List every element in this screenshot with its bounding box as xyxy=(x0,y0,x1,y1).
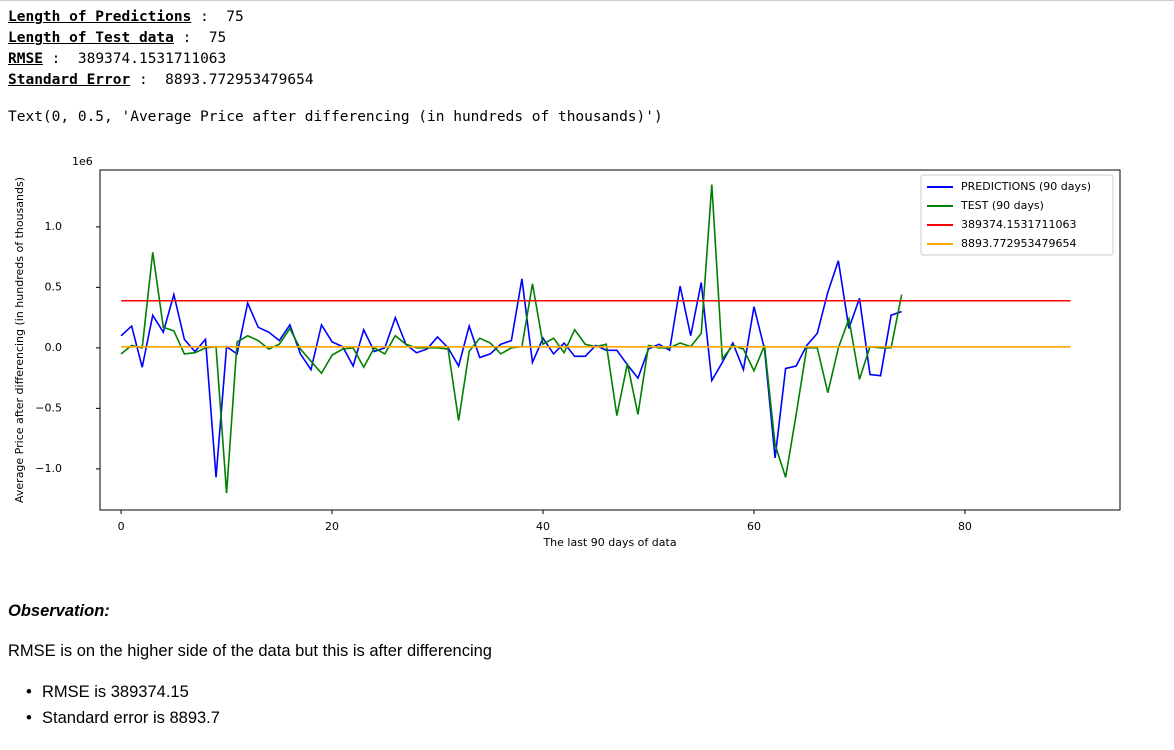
legend-label: 8893.772953479654 xyxy=(961,237,1076,250)
y-tick-label: −1.0 xyxy=(35,462,62,475)
stdout-line: Standard Error : 8893.772953479654 xyxy=(8,72,314,88)
stdout-line: Length of Predictions : 75 xyxy=(8,9,244,25)
x-tick-label: 40 xyxy=(536,520,550,533)
x-tick-label: 20 xyxy=(325,520,339,533)
axes-frame xyxy=(99,169,1121,511)
legend-label: TEST (90 days) xyxy=(960,199,1044,212)
label: Standard Error xyxy=(8,72,131,88)
series-line xyxy=(120,260,902,478)
top-border xyxy=(0,0,1174,1)
repr-output: Text(0, 0.5, 'Average Price after differ… xyxy=(8,109,663,125)
y-tick-label: 0.5 xyxy=(45,280,63,293)
y-tick-label: −0.5 xyxy=(35,401,62,414)
y-offset-label: 1e6 xyxy=(72,155,93,168)
x-tick-label: 0 xyxy=(118,520,125,533)
bullet-text: Standard error is 8893.7 xyxy=(42,709,220,727)
value: 75 xyxy=(226,9,244,25)
sep: : xyxy=(182,30,192,46)
legend-box xyxy=(920,174,1114,256)
y-axis-label: Average Price after differencing (in hun… xyxy=(13,177,26,503)
x-tick-label: 60 xyxy=(747,520,761,533)
md-paragraph: RMSE is on the higher side of the data b… xyxy=(8,642,492,660)
stdout-line: Length of Test data : 75 xyxy=(8,30,226,46)
sep: : xyxy=(138,72,148,88)
md-heading: Observation: xyxy=(8,602,110,620)
stdout-line: RMSE : 389374.1531711063 xyxy=(8,51,226,67)
x-tick-label: 80 xyxy=(958,520,972,533)
y-tick-label: 1.0 xyxy=(45,220,63,233)
x-axis-label: The last 90 days of data xyxy=(542,536,676,549)
value: 8893.772953479654 xyxy=(165,72,314,88)
value: 75 xyxy=(208,30,227,46)
legend-label: 389374.1531711063 xyxy=(961,218,1076,231)
series-line xyxy=(120,184,903,494)
legend-label: PREDICTIONS (90 days) xyxy=(961,180,1091,193)
label: Length of Predictions xyxy=(8,9,192,25)
label: RMSE xyxy=(8,51,43,67)
label: Length of Test data xyxy=(8,30,174,46)
y-tick-label: 0.0 xyxy=(45,341,63,354)
sep: : xyxy=(51,51,61,67)
sep: : xyxy=(200,9,209,25)
bullet-text: RMSE is 389374.15 xyxy=(42,683,189,701)
value: 389374.1531711063 xyxy=(77,51,227,67)
chart: −1.0 −0.5 0.0 0.5 1.0 0 20 40 60 80 1e6 The last 90… xyxy=(13,155,1121,549)
